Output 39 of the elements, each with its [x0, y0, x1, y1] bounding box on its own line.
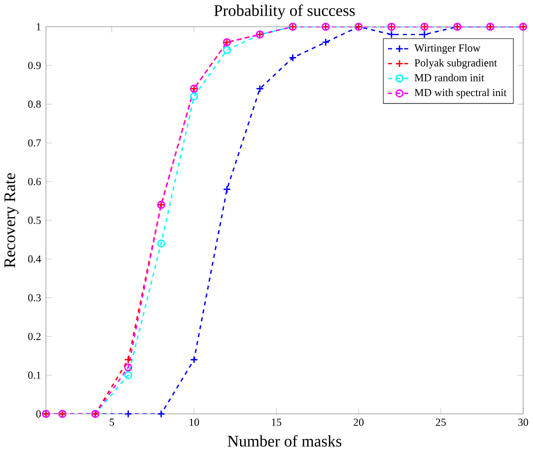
point — [288, 54, 297, 62]
y-tick-label: 1 — [36, 23, 41, 30]
y-tick-label: 0.9 — [28, 62, 41, 70]
y-tick-label: 0.5 — [28, 216, 41, 224]
legend-label: Polyak subgradient — [414, 58, 497, 69]
legend-label: MD with spectral init — [414, 88, 507, 98]
y-tick-label: 0.2 — [28, 332, 41, 340]
legend-label: MD random init — [414, 74, 484, 82]
point — [124, 371, 132, 380]
y-tick-label: 0 — [36, 410, 41, 418]
x-tick-label: 20 — [354, 418, 364, 426]
point — [124, 356, 132, 364]
x-tick-label: 5 — [110, 418, 114, 426]
y-axis-title: Recovery Rate — [4, 173, 19, 268]
x-tick-label: 15 — [272, 418, 282, 426]
y-tick-label: 0.3 — [28, 294, 41, 302]
point — [124, 410, 132, 418]
x-tick-label: 30 — [518, 418, 528, 426]
chart-title: Probability of success — [214, 4, 355, 20]
y-tick-label: 0.1 — [28, 371, 41, 379]
y-tick-label: 0.8 — [28, 100, 41, 108]
x-tick-label: 10 — [190, 418, 200, 426]
point — [387, 30, 396, 38]
point — [157, 410, 166, 418]
y-tick-label: 0.7 — [28, 139, 41, 146]
point — [256, 84, 264, 93]
point — [420, 30, 428, 38]
x-axis-title: Number of masks — [228, 435, 342, 447]
point — [190, 356, 198, 364]
point — [157, 239, 166, 248]
x-tick-label: 25 — [436, 418, 446, 426]
point — [190, 92, 198, 100]
point — [124, 363, 132, 372]
point — [322, 38, 330, 46]
point — [222, 46, 231, 54]
y-tick-label: 0.6 — [28, 178, 41, 186]
legend-label: Wirtinger Flow — [414, 44, 480, 54]
y-tick-label: 0.4 — [28, 255, 42, 263]
point — [222, 185, 231, 194]
